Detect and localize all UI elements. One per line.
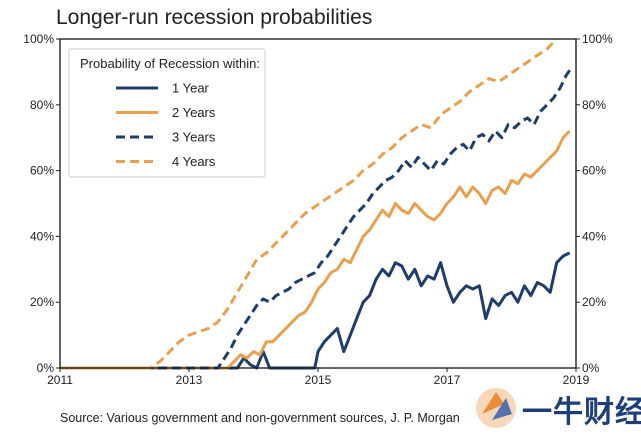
- y-tick-label-left: 0%: [37, 361, 55, 375]
- axes: 0% 0% 20% 20% 40% 40% 60% 60% 80% 80% 100% 100% 2011…: [23, 32, 613, 387]
- y-tick-label-right: 20%: [582, 295, 606, 309]
- y-tick-label-left: 20%: [30, 295, 54, 309]
- y-tick-label-right: 80%: [582, 98, 606, 112]
- y-tick-label-left: 100%: [23, 32, 54, 46]
- series-layer: [60, 37, 573, 370]
- y-tick-label-right: 40%: [582, 229, 606, 243]
- y-tick-label-left: 60%: [30, 164, 54, 178]
- legend-title: Probability of Recession within:: [80, 56, 260, 71]
- y-tick-label-left: 40%: [30, 229, 54, 243]
- watermark-text: 一牛财经: [522, 395, 641, 430]
- series-line-3-years: [60, 67, 573, 370]
- y-tick-label-right: 100%: [582, 32, 613, 46]
- x-tick-label: 2017: [434, 373, 461, 387]
- series-line-4-years: [60, 37, 558, 370]
- y-tick-label-right: 0%: [582, 361, 600, 375]
- legend-label: 3 Years: [172, 130, 216, 145]
- x-tick-label: 2015: [305, 373, 332, 387]
- watermark-logo: 一牛财经: [470, 382, 641, 435]
- recession-chart: 0% 0% 20% 20% 40% 40% 60% 60% 80% 80% 100% 100% 2011…: [23, 32, 613, 387]
- y-tick-label-left: 80%: [30, 98, 54, 112]
- chart-title: Longer-run recession probabilities: [56, 6, 373, 29]
- legend-box: [68, 48, 266, 178]
- yiniu-logo-icon: [476, 388, 516, 428]
- legend-label: 1 Year: [172, 81, 210, 96]
- legend: Probability of Recession within: 1 Year 2…: [68, 48, 266, 178]
- series-line-1-year: [60, 251, 571, 370]
- legend-label: 4 Years: [172, 154, 216, 169]
- x-tick-label: 2013: [176, 373, 203, 387]
- x-tick-label: 2019: [563, 373, 590, 387]
- source-note: Source: Various government and non-gover…: [60, 411, 460, 425]
- legend-label: 2 Years: [172, 105, 216, 120]
- x-tick-label: 2011: [47, 373, 73, 387]
- series-line-2-years: [60, 130, 571, 370]
- y-tick-label-right: 60%: [582, 164, 606, 178]
